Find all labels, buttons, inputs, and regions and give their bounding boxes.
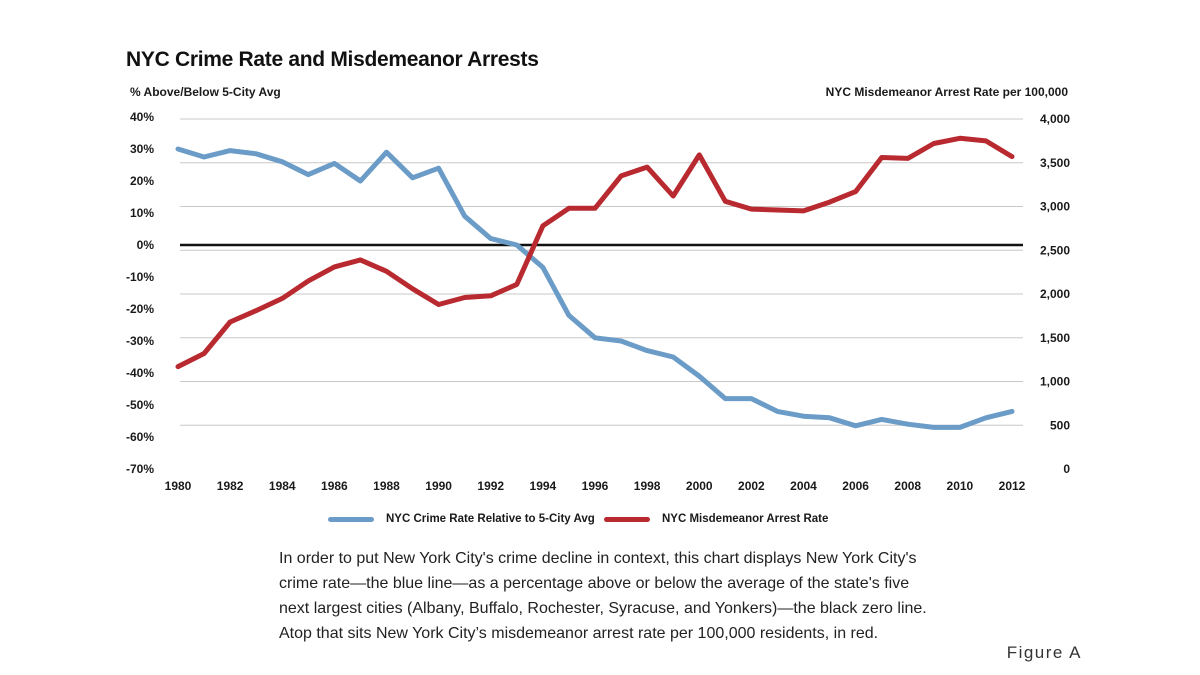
left-tick-label: 20% — [130, 174, 154, 188]
right-tick-label: 2,500 — [1040, 243, 1070, 257]
x-axis-ticks: 1980 1982 1984 1986 1988 1990 1992 1994 1996 1998… — [165, 479, 1026, 493]
left-axis-title: % Above/Below 5-City Avg — [130, 85, 281, 99]
caption-line: next largest cities (Albany, Buffalo, Ro… — [279, 600, 927, 617]
line-chart: 40% 30% 20% 10% 0% -10% -20% -30% -40% -50% -60% -7… — [126, 110, 1070, 493]
left-tick-label: -40% — [126, 366, 154, 380]
left-tick-label: 10% — [130, 206, 154, 220]
left-tick-label: -20% — [126, 302, 154, 316]
left-tick-label: -30% — [126, 334, 154, 348]
x-tick-label: 1998 — [634, 479, 661, 493]
right-tick-label: 3,000 — [1040, 200, 1070, 214]
legend-swatch-crime-rate — [328, 516, 374, 522]
legend: NYC Crime Rate Relative to 5-City Avg NY… — [0, 513, 1200, 533]
left-tick-label: -70% — [126, 462, 154, 476]
x-tick-label: 2004 — [790, 479, 817, 493]
series-layer — [175, 135, 1015, 430]
right-tick-label: 1,000 — [1040, 375, 1070, 389]
arrest-rate-line — [175, 135, 1015, 370]
legend-label-crime-rate: NYC Crime Rate Relative to 5-City Avg — [386, 513, 595, 525]
gridlines — [180, 118, 1023, 426]
x-tick-label: 1982 — [217, 479, 244, 493]
crime-rate-line — [175, 146, 1015, 430]
right-tick-label: 500 — [1050, 418, 1070, 432]
x-tick-label: 2012 — [999, 479, 1026, 493]
right-axis-ticks: 4,000 3,500 3,000 2,500 2,000 1,500 1,000 500 0 — [1040, 112, 1070, 476]
right-tick-label: 2,000 — [1040, 287, 1070, 301]
legend-item-crime-rate: NYC Crime Rate Relative to 5-City Avg — [328, 513, 595, 525]
x-tick-label: 1992 — [477, 479, 504, 493]
right-tick-label: 1,500 — [1040, 331, 1070, 345]
x-tick-label: 1988 — [373, 479, 400, 493]
x-tick-label: 1994 — [530, 479, 557, 493]
x-tick-label: 2008 — [894, 479, 921, 493]
left-tick-label: -50% — [126, 398, 154, 412]
caption: In order to put New York City's crime de… — [279, 546, 979, 646]
x-tick-label: 1986 — [321, 479, 348, 493]
left-tick-label: -60% — [126, 430, 154, 444]
right-tick-label: 0 — [1063, 462, 1070, 476]
left-tick-label: 30% — [130, 142, 154, 156]
left-axis-ticks: 40% 30% 20% 10% 0% -10% -20% -30% -40% -50% -60% -7… — [126, 110, 154, 476]
right-tick-label: 3,500 — [1040, 156, 1070, 170]
caption-line: crime rate—the blue line—as a percentage… — [279, 575, 910, 592]
x-tick-label: 2010 — [947, 479, 974, 493]
figure-label: Figure A — [1006, 643, 1082, 662]
caption-line: In order to put New York City's crime de… — [279, 550, 917, 567]
left-tick-label: -10% — [126, 270, 154, 284]
legend-item-arrest-rate: NYC Misdemeanor Arrest Rate — [604, 513, 828, 525]
x-tick-label: 1984 — [269, 479, 296, 493]
legend-swatch-arrest-rate — [604, 516, 650, 522]
legend-label-arrest-rate: NYC Misdemeanor Arrest Rate — [662, 513, 829, 525]
right-tick-label: 4,000 — [1040, 112, 1070, 126]
caption-line: Atop that sits New York City’s misdemean… — [279, 625, 879, 642]
right-axis-title: NYC Misdemeanor Arrest Rate per 100,000 — [825, 85, 1068, 99]
left-tick-label: 0% — [137, 238, 155, 252]
x-tick-label: 2002 — [738, 479, 765, 493]
x-tick-label: 1996 — [582, 479, 609, 493]
chart-title: NYC Crime Rate and Misdemeanor Arrests — [126, 48, 539, 71]
x-tick-label: 1990 — [425, 479, 452, 493]
x-tick-label: 2006 — [842, 479, 869, 493]
left-tick-label: 40% — [130, 110, 154, 124]
x-tick-label: 1980 — [165, 479, 192, 493]
x-tick-label: 2000 — [686, 479, 713, 493]
